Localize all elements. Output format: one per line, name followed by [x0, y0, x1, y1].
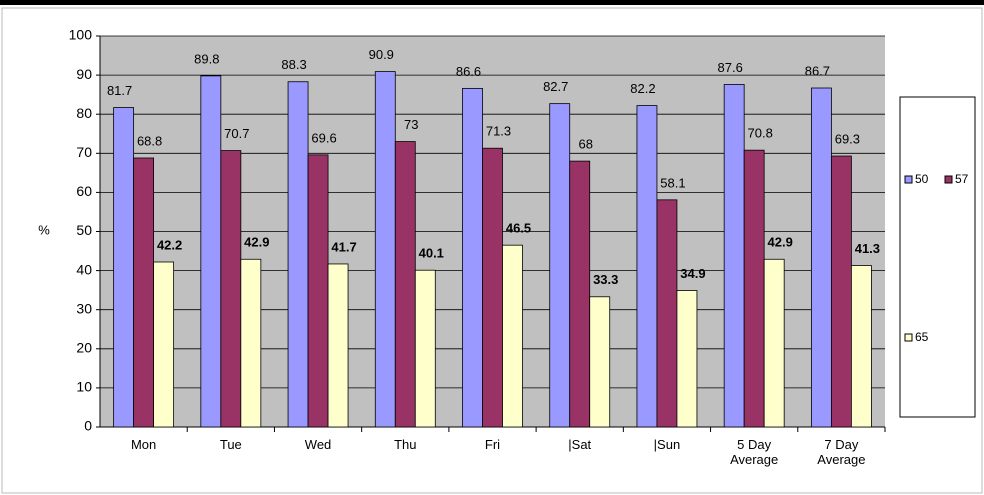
bar	[462, 87, 483, 428]
data-label: 40.1	[419, 246, 444, 261]
bar	[133, 157, 155, 428]
y-tick-label: 0	[84, 418, 92, 434]
data-label: 42.9	[768, 235, 793, 250]
data-label: 82.2	[630, 81, 655, 96]
data-label: 69.3	[835, 131, 860, 146]
bar	[394, 141, 416, 428]
bar	[482, 147, 503, 428]
x-tick-label: Thu	[394, 437, 417, 452]
data-label: 81.7	[107, 83, 132, 98]
data-label: 70.8	[748, 126, 773, 141]
legend-swatch	[944, 175, 953, 184]
legend	[899, 96, 976, 418]
bar	[307, 154, 329, 428]
bar	[502, 244, 523, 428]
x-tick-label: Mon	[130, 437, 157, 452]
legend-swatch	[904, 175, 913, 184]
data-label: 90.9	[369, 47, 394, 62]
bar	[850, 265, 872, 428]
y-tick-label: 40	[76, 261, 92, 277]
data-label: 87.6	[718, 60, 743, 75]
data-label: 46.5	[506, 221, 531, 236]
data-label: 82.7	[543, 79, 568, 94]
y-tick-label: 10	[76, 379, 92, 395]
x-tick-label: Fri	[484, 437, 501, 452]
data-label: 42.9	[244, 235, 269, 250]
data-label: 41.3	[855, 241, 880, 256]
data-label: 41.7	[331, 239, 356, 254]
y-tick-label: 60	[76, 183, 92, 199]
bar	[287, 81, 309, 428]
frame	[1, 7, 983, 494]
y-tick-label: 90	[76, 66, 92, 82]
x-tick-label: Tue	[219, 437, 242, 452]
bar	[113, 107, 135, 428]
bar	[830, 155, 852, 428]
bar	[374, 71, 396, 428]
data-label: 70.7	[224, 126, 249, 141]
data-label: 73	[404, 117, 418, 132]
legend-label: 50	[915, 172, 929, 186]
data-label: 89.8	[194, 51, 219, 66]
bar	[220, 150, 242, 428]
data-label: 68.8	[137, 133, 162, 148]
data-label: 33.3	[593, 272, 618, 287]
bar	[200, 75, 222, 428]
bar	[569, 160, 591, 428]
data-label: 69.6	[311, 130, 336, 145]
y-axis-label: %	[38, 222, 50, 237]
bar	[810, 87, 832, 428]
legend-label: 57	[955, 172, 969, 186]
y-tick-label: 80	[76, 105, 92, 121]
bar	[153, 261, 175, 428]
data-label: 58.1	[660, 175, 685, 190]
legend-swatch	[904, 333, 913, 342]
bar	[589, 296, 611, 428]
legend-label: 65	[915, 330, 929, 344]
bar	[743, 149, 765, 428]
bar	[549, 103, 571, 428]
data-label: 34.9	[680, 266, 705, 281]
x-tick-label: 7 Day Average	[817, 437, 866, 467]
bar	[656, 199, 678, 428]
bar	[414, 269, 436, 428]
bar	[240, 258, 262, 428]
bar	[636, 105, 658, 428]
y-tick-label: 70	[76, 144, 92, 160]
data-label: 86.6	[456, 64, 481, 79]
bar	[676, 290, 698, 428]
y-tick-label: 20	[76, 340, 92, 356]
top-border	[0, 0, 984, 5]
x-tick-label: |Sat	[568, 437, 592, 452]
data-label: 88.3	[281, 57, 306, 72]
bar	[327, 263, 349, 428]
data-label: 42.2	[157, 237, 182, 252]
x-tick-label: |Sun	[653, 437, 681, 452]
data-label: 68	[578, 137, 592, 152]
y-tick-label: 100	[69, 27, 93, 43]
x-tick-label: 5 Day Average	[730, 437, 779, 467]
data-label: 86.7	[805, 63, 830, 78]
bar	[763, 258, 785, 428]
y-tick-label: 30	[76, 300, 92, 316]
y-tick-label: 50	[76, 222, 92, 238]
data-label: 71.3	[486, 124, 511, 139]
bar	[723, 84, 745, 428]
x-tick-label: Wed	[304, 437, 332, 452]
